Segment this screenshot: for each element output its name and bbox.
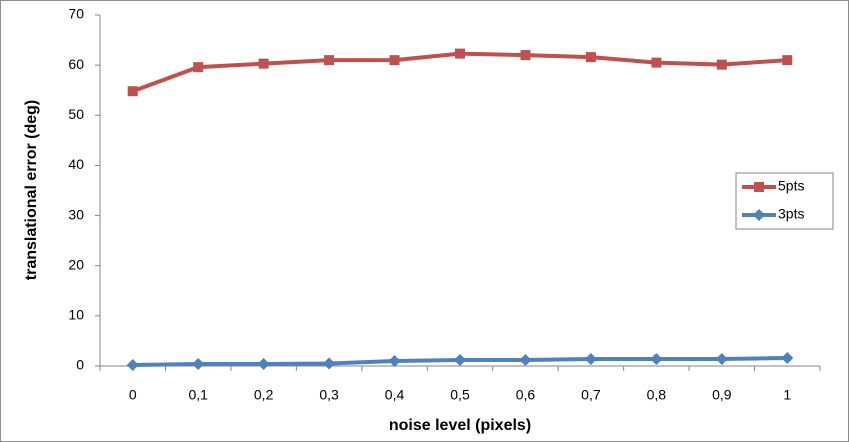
data-point <box>454 353 466 366</box>
data-point <box>520 50 531 61</box>
x-tick-label: 0,8 <box>647 387 667 403</box>
data-point <box>193 62 204 73</box>
x-tick-label: 0,9 <box>712 387 732 403</box>
y-tick-label: 60 <box>68 56 84 72</box>
data-point <box>258 58 269 69</box>
data-point <box>650 352 663 365</box>
y-tick-label: 0 <box>76 357 84 373</box>
data-point <box>584 352 597 365</box>
y-tick-label: 70 <box>68 6 84 22</box>
data-point <box>782 55 793 66</box>
y-tick-label: 20 <box>68 256 84 272</box>
data-point <box>519 353 532 366</box>
y-axis-label: translational error (deg) <box>23 100 40 280</box>
data-point <box>323 357 336 370</box>
x-tick-label: 0,4 <box>385 387 405 403</box>
data-point <box>455 48 465 59</box>
y-tick-label: 10 <box>68 307 84 323</box>
x-tick-label: 0,1 <box>188 387 208 403</box>
data-point <box>192 357 205 370</box>
data-point <box>257 357 270 370</box>
y-tick-label: 30 <box>68 206 84 222</box>
data-point <box>716 59 727 70</box>
data-point <box>585 52 596 63</box>
legend-label: 5pts <box>778 178 804 194</box>
x-tick-label: 0,3 <box>319 387 339 403</box>
data-point <box>715 352 728 365</box>
legend-marker <box>753 209 765 221</box>
x-tick-label: 0,5 <box>450 387 470 403</box>
data-point <box>651 57 662 68</box>
data-point <box>127 86 138 97</box>
data-point <box>126 358 139 371</box>
y-tick-label: 50 <box>68 106 84 122</box>
legend-box <box>735 172 834 230</box>
legend-label: 3pts <box>778 206 804 222</box>
x-tick-label: 0 <box>129 387 137 403</box>
data-point <box>388 354 401 367</box>
x-axis-label: noise level (pixels) <box>389 417 531 434</box>
x-tick-label: 0,7 <box>581 387 601 403</box>
data-point <box>389 55 400 66</box>
x-tick-label: 0,2 <box>254 387 274 403</box>
legend-marker <box>754 182 764 192</box>
data-point <box>781 351 794 364</box>
x-tick-label: 0,6 <box>516 387 536 403</box>
x-tick-label: 1 <box>783 387 791 403</box>
y-tick-label: 40 <box>68 156 84 172</box>
data-point <box>324 55 335 66</box>
